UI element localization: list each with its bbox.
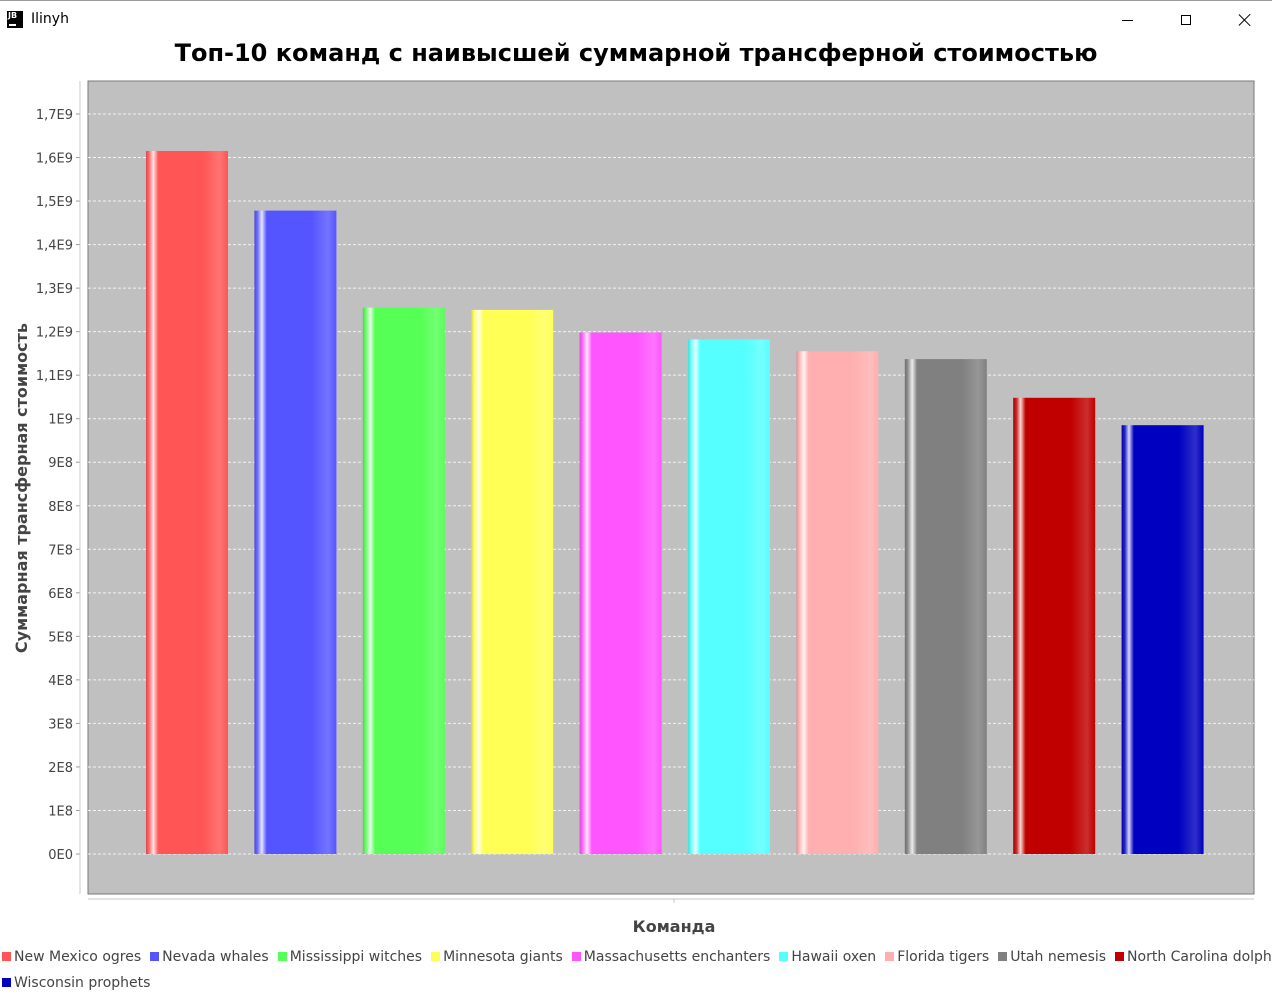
y-tick-label: 8E8 xyxy=(48,500,73,515)
legend-item: Utah nemesis xyxy=(996,947,1106,967)
bar xyxy=(471,309,554,854)
legend-swatch xyxy=(885,952,895,961)
y-tick-label: 1,3E9 xyxy=(36,282,73,297)
legend-label: Hawaii oxen xyxy=(791,949,877,965)
legend-item: Nevada whales xyxy=(148,947,269,967)
legend-label: Mississippi witches xyxy=(289,949,423,965)
app-icon-text: JB xyxy=(8,11,18,20)
legend-swatch xyxy=(2,952,11,961)
legend-item: Massachusetts enchanters xyxy=(570,947,771,967)
bar xyxy=(1013,397,1096,854)
y-axis-label: Суммарная трансферная стоимость xyxy=(12,323,31,653)
legend-item: Florida tigers xyxy=(883,947,989,967)
legend-label: Nevada whales xyxy=(162,949,269,965)
y-tick-label: 1,2E9 xyxy=(36,326,73,341)
y-tick-label: 1,1E9 xyxy=(36,369,73,384)
y-tick-label: 4E8 xyxy=(48,674,73,689)
bar xyxy=(1121,425,1204,854)
minimize-icon xyxy=(1121,19,1133,21)
y-tick-label: 7E8 xyxy=(48,543,73,558)
legend-row: Wisconsin prophets xyxy=(0,973,157,993)
legend-swatch xyxy=(431,952,441,961)
legend-swatch xyxy=(277,952,287,961)
y-tick-label: 1,7E9 xyxy=(36,108,73,123)
legend-label: Florida tigers xyxy=(897,949,990,965)
legend-row: New Mexico ogres Nevada whales Mississippi… xyxy=(0,947,1272,967)
legend-swatch xyxy=(2,978,11,987)
window-title: Ilinyh xyxy=(31,11,69,27)
legend-label: Massachusetts enchanters xyxy=(583,949,771,965)
y-tick-label: 1,5E9 xyxy=(36,195,73,210)
legend-label: Wisconsin prophets xyxy=(14,975,151,991)
bar xyxy=(254,210,337,855)
maximize-icon xyxy=(1181,15,1191,25)
legend-label: Minnesota giants xyxy=(443,949,563,965)
legend-item: Minnesota giants xyxy=(429,947,563,967)
bar xyxy=(688,339,770,854)
legend-item: Wisconsin prophets xyxy=(0,973,150,993)
maximize-button[interactable] xyxy=(1157,1,1215,39)
legend-item: Hawaii oxen xyxy=(777,947,876,967)
y-tick-label: 5E8 xyxy=(48,630,73,645)
legend-item: New Mexico ogres xyxy=(0,947,141,967)
window-titlebar: JB Ilinyh xyxy=(0,0,1272,38)
bar xyxy=(904,359,987,854)
y-axis-ticks: 0E0 1E8 2E8 3E8 4E8 5E8 6E8 7E8 8E8 9E8 1E9 1,1E9 1,… xyxy=(36,108,80,863)
y-tick-label: 9E8 xyxy=(48,456,73,471)
app-icon: JB xyxy=(7,11,23,28)
chart-title: Топ-10 команд с наивысшей суммарной тран… xyxy=(174,39,1098,67)
bar xyxy=(579,332,662,854)
legend-swatch xyxy=(779,952,789,961)
x-axis-label: Команда xyxy=(633,917,716,936)
legend-swatch xyxy=(571,952,581,961)
y-tick-label: 1,4E9 xyxy=(36,239,73,254)
bar xyxy=(146,151,228,854)
bar xyxy=(796,351,879,854)
legend-label: North Carolina dolphins xyxy=(1127,949,1272,965)
legend-swatch xyxy=(1115,952,1125,961)
legend-item: North Carolina dolphins xyxy=(1113,947,1272,967)
bar xyxy=(362,307,445,854)
y-tick-label: 3E8 xyxy=(48,717,73,732)
y-tick-label: 1E9 xyxy=(48,413,73,428)
bars xyxy=(146,151,1204,855)
minimize-button[interactable] xyxy=(1098,1,1156,39)
y-tick-label: 1E8 xyxy=(48,804,73,819)
y-tick-label: 1,6E9 xyxy=(36,152,73,167)
legend-swatch xyxy=(150,952,160,961)
y-tick-label: 0E0 xyxy=(48,848,73,863)
legend-label: Utah nemesis xyxy=(1010,949,1107,965)
y-tick-label: 2E8 xyxy=(48,761,73,776)
legend-item: Mississippi witches xyxy=(276,947,422,967)
bar-chart: 0E0 1E8 2E8 3E8 4E8 5E8 6E8 7E8 8E8 9E8 1E9 1,1E9 1,… xyxy=(12,80,1255,936)
legend-label: New Mexico ogres xyxy=(14,949,142,965)
legend-swatch xyxy=(998,952,1008,961)
y-tick-label: 6E8 xyxy=(48,587,73,602)
